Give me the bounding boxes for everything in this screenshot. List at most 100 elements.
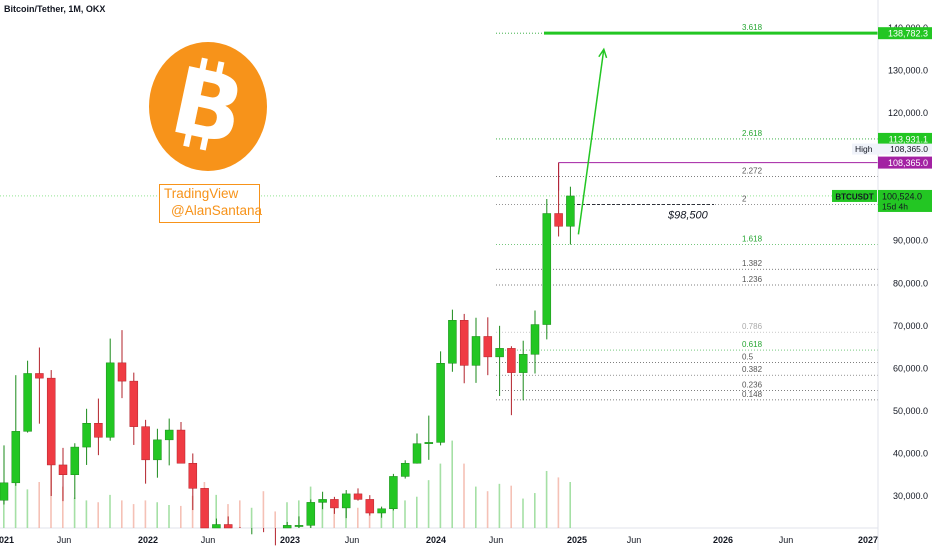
candle-body <box>58 464 68 475</box>
time-axis-label-jun: Jun <box>779 535 794 545</box>
candle-body <box>459 320 469 366</box>
candle-body <box>70 446 80 475</box>
symbol-tag <box>832 189 877 202</box>
candle-body <box>153 439 162 461</box>
volume-bar <box>14 477 17 528</box>
chart-title: Bitcoin/Tether, 1M, OKX <box>4 4 106 14</box>
candle-body <box>448 320 457 364</box>
fib-label-0_618: 0.618 <box>742 340 763 349</box>
candle-body <box>483 336 493 358</box>
candle-body <box>554 213 563 227</box>
time-axis-label-jun: Jun <box>201 535 216 545</box>
volume-bar <box>38 482 40 528</box>
price-tick-label: 50,000.0 <box>893 406 928 416</box>
high-tag-bg <box>852 143 932 155</box>
candle-body <box>306 502 316 526</box>
volume-bar <box>357 507 359 528</box>
candle-body <box>23 373 32 432</box>
candle-body <box>188 462 198 489</box>
volume-bar <box>486 491 489 528</box>
volume-bar <box>534 493 536 528</box>
volume-bar <box>250 507 253 528</box>
candle-body <box>412 443 422 464</box>
bitcoin-glyph-icon: B <box>162 47 253 166</box>
price-tick-label: 90,000.0 <box>893 236 928 246</box>
fib-label-0_5: 0.5 <box>742 352 754 361</box>
volume-bar <box>298 500 300 528</box>
fib-label-0_382: 0.382 <box>742 365 763 374</box>
candle-body <box>530 324 540 355</box>
time-axis-label-2025: 2025 <box>567 535 587 545</box>
projection-arrow-line <box>577 49 605 235</box>
time-axis-label-jun: Jun <box>57 535 72 545</box>
fib-label-0_236: 0.236 <box>742 380 763 389</box>
time-axis-label-2024: 2024 <box>426 535 446 545</box>
volume-bar <box>557 477 560 528</box>
volume-bar <box>215 494 217 528</box>
time-axis-label-jun: Jun <box>627 535 642 545</box>
volume-bar <box>569 482 571 528</box>
volume-bar <box>85 500 88 528</box>
volume-bar <box>522 498 524 528</box>
volume-bar <box>439 463 442 528</box>
fib-label-2_618: 2.618 <box>742 129 763 138</box>
volume-bar <box>180 505 182 528</box>
candle-body <box>200 488 209 529</box>
volume-bar <box>321 500 324 528</box>
volume-bar <box>274 511 276 528</box>
symbol-tag-label: BTCUSDT <box>835 192 873 201</box>
candle-body <box>365 499 375 514</box>
price-tick-label: 70,000.0 <box>893 321 928 331</box>
volume-bar <box>227 504 229 528</box>
candle-body <box>0 482 9 501</box>
volume-bar <box>191 495 194 528</box>
candle-body <box>318 499 327 503</box>
countdown-label: 15d 4h <box>882 201 908 211</box>
candle-body <box>212 524 221 529</box>
price-tick-label: 130,000.0 <box>888 66 928 76</box>
candle-body <box>294 525 304 527</box>
volume-bar <box>368 504 371 528</box>
price-tag-label: 113,931.1 <box>889 134 928 144</box>
time-axis-label-jun: Jun <box>345 535 360 545</box>
candle-body <box>495 348 504 358</box>
volume-bar <box>109 494 111 528</box>
annotation-label: $98,500 <box>667 210 709 222</box>
candle-body <box>566 195 575 227</box>
fib-label-0_148: 0.148 <box>742 390 763 399</box>
fib-label-2_272: 2.272 <box>742 166 763 175</box>
projection-arrow-head <box>598 47 608 59</box>
time-axis-label-jun: Jun <box>489 535 504 545</box>
candle-body <box>330 499 339 509</box>
candle-body <box>94 422 103 438</box>
price-tick-label: 120,000.0 <box>888 108 928 118</box>
candle-body <box>389 476 398 510</box>
volume-bar <box>286 502 288 528</box>
fib-label-2: 2 <box>742 195 747 204</box>
candle-body <box>436 363 445 443</box>
fib-label-3_618: 3.618 <box>742 23 763 32</box>
candle-body <box>518 354 528 373</box>
time-axis-label-2027: 2027 <box>858 535 878 545</box>
volume-bar <box>404 500 406 528</box>
current-price-label: 100,524.0 <box>882 191 922 201</box>
fib-label-1_382: 1.382 <box>742 259 763 268</box>
volume-bar <box>545 470 548 528</box>
price-axis-panel <box>878 0 932 550</box>
time-axis-label-2023: 2023 <box>280 535 300 545</box>
volume-bar <box>392 498 394 528</box>
volume-bar <box>121 500 123 528</box>
watermark-line-2: @AlanSantana <box>171 203 263 218</box>
candle-body <box>282 525 292 529</box>
volume-bar <box>239 500 241 528</box>
candle-body <box>507 348 516 373</box>
candle-body <box>82 422 91 448</box>
candle-body <box>129 380 139 427</box>
candle-body <box>353 493 363 500</box>
volume-bar <box>451 440 453 528</box>
volume-bar <box>510 485 512 528</box>
high-tag-value: 108,365.0 <box>890 144 928 154</box>
fib-label-1_236: 1.236 <box>742 275 763 284</box>
